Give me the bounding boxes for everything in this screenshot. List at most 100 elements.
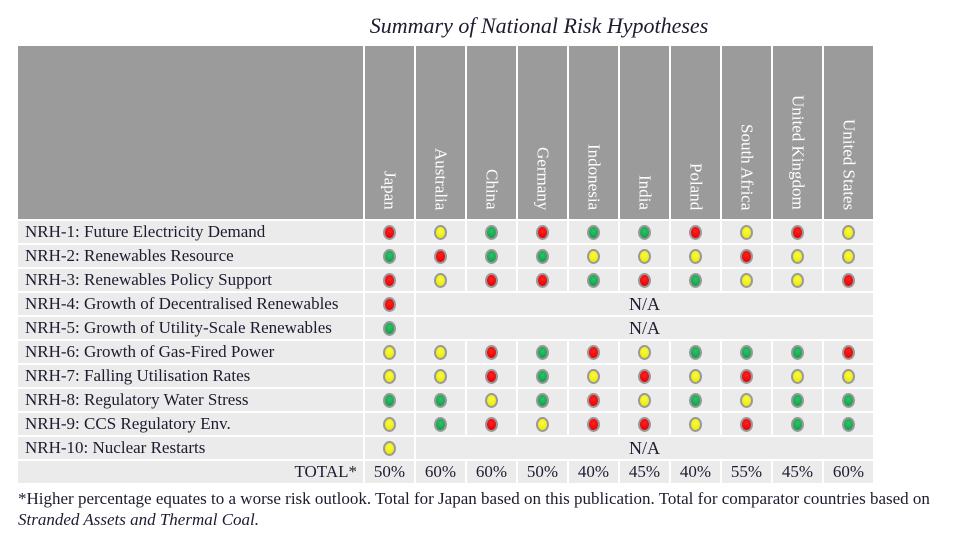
risk-dot-red-icon	[536, 224, 549, 240]
risk-dot-yellow-icon	[791, 272, 804, 288]
rating-cell	[569, 245, 618, 267]
risk-dot-yellow-icon	[587, 368, 600, 384]
rating-cell	[365, 221, 414, 243]
risk-dot-yellow-icon	[383, 440, 396, 456]
country-header: Australia	[416, 46, 465, 219]
country-header-label: India	[635, 175, 655, 210]
risk-dot-red-icon	[383, 296, 396, 312]
total-value: 40%	[671, 461, 720, 483]
rating-cell	[773, 389, 822, 411]
risk-dot-red-icon	[485, 416, 498, 432]
na-cell: N/A	[416, 317, 873, 339]
risk-dot-yellow-icon	[434, 224, 447, 240]
rating-cell	[569, 269, 618, 291]
risk-dot-yellow-icon	[740, 224, 753, 240]
rating-cell	[467, 341, 516, 363]
risk-dot-yellow-icon	[587, 248, 600, 264]
country-header-label: Poland	[686, 162, 706, 210]
total-value: 60%	[824, 461, 873, 483]
rating-cell	[365, 437, 414, 459]
country-header: Poland	[671, 46, 720, 219]
risk-dot-green-icon	[587, 272, 600, 288]
rating-cell	[416, 245, 465, 267]
risk-dot-green-icon	[842, 392, 855, 408]
rating-cell	[671, 269, 720, 291]
risk-dot-yellow-icon	[383, 368, 396, 384]
risk-dot-green-icon	[791, 344, 804, 360]
figure-title: Summary of National Risk Hypotheses	[369, 13, 709, 38]
rating-cell	[722, 269, 771, 291]
total-value: 40%	[569, 461, 618, 483]
country-header-label: Japan	[380, 171, 400, 210]
risk-dot-red-icon	[383, 224, 396, 240]
risk-dot-green-icon	[536, 392, 549, 408]
rating-cell	[467, 221, 516, 243]
risk-dot-yellow-icon	[689, 368, 702, 384]
rating-cell	[416, 221, 465, 243]
risk-dot-yellow-icon	[689, 248, 702, 264]
rating-cell	[365, 317, 414, 339]
total-value: 55%	[722, 461, 771, 483]
risk-dot-red-icon	[842, 272, 855, 288]
risk-dot-green-icon	[842, 416, 855, 432]
rating-cell	[773, 245, 822, 267]
risk-dot-red-icon	[587, 344, 600, 360]
rating-cell	[416, 413, 465, 435]
rating-cell	[671, 221, 720, 243]
rating-cell	[569, 389, 618, 411]
risk-dot-red-icon	[842, 344, 855, 360]
country-header: United Kingdom	[773, 46, 822, 219]
rating-cell	[824, 341, 873, 363]
rating-cell	[824, 269, 873, 291]
rating-cell	[824, 365, 873, 387]
na-cell: N/A	[416, 437, 873, 459]
row-label: NRH-3: Renewables Policy Support	[18, 269, 363, 291]
rating-cell	[467, 269, 516, 291]
risk-dot-green-icon	[791, 416, 804, 432]
rating-cell	[416, 341, 465, 363]
rating-cell	[620, 221, 669, 243]
risk-dot-yellow-icon	[689, 416, 702, 432]
rating-cell	[824, 245, 873, 267]
rating-cell	[722, 341, 771, 363]
risk-dot-green-icon	[587, 224, 600, 240]
total-value: 50%	[518, 461, 567, 483]
risk-dot-red-icon	[587, 416, 600, 432]
risk-dot-yellow-icon	[383, 416, 396, 432]
rating-cell	[518, 389, 567, 411]
rating-cell	[722, 389, 771, 411]
footnote-line1: *Higher percentage equates to a worse ri…	[18, 489, 930, 508]
rating-cell	[518, 341, 567, 363]
risk-dot-green-icon	[791, 392, 804, 408]
risk-dot-yellow-icon	[638, 344, 651, 360]
rating-cell	[671, 245, 720, 267]
rating-cell	[620, 389, 669, 411]
total-value: 60%	[416, 461, 465, 483]
country-header: India	[620, 46, 669, 219]
rating-cell	[365, 389, 414, 411]
country-header: South Africa	[722, 46, 771, 219]
risk-dot-green-icon	[383, 392, 396, 408]
risk-dot-yellow-icon	[842, 248, 855, 264]
rating-cell	[773, 413, 822, 435]
rating-cell	[365, 413, 414, 435]
country-header: Germany	[518, 46, 567, 219]
risk-dot-green-icon	[689, 392, 702, 408]
risk-dot-green-icon	[536, 368, 549, 384]
country-header: United States	[824, 46, 873, 219]
risk-dot-green-icon	[383, 248, 396, 264]
rating-cell	[467, 365, 516, 387]
total-value: 60%	[467, 461, 516, 483]
risk-dot-green-icon	[485, 248, 498, 264]
footnote: *Higher percentage equates to a worse ri…	[18, 488, 970, 530]
risk-dot-red-icon	[485, 344, 498, 360]
total-value: 45%	[620, 461, 669, 483]
table-corner-cell	[18, 46, 363, 219]
risk-dot-yellow-icon	[383, 344, 396, 360]
country-header-label: South Africa	[737, 123, 757, 210]
risk-dot-yellow-icon	[485, 392, 498, 408]
rating-cell	[569, 341, 618, 363]
risk-dot-red-icon	[740, 248, 753, 264]
risk-dot-yellow-icon	[842, 224, 855, 240]
country-header: Japan	[365, 46, 414, 219]
